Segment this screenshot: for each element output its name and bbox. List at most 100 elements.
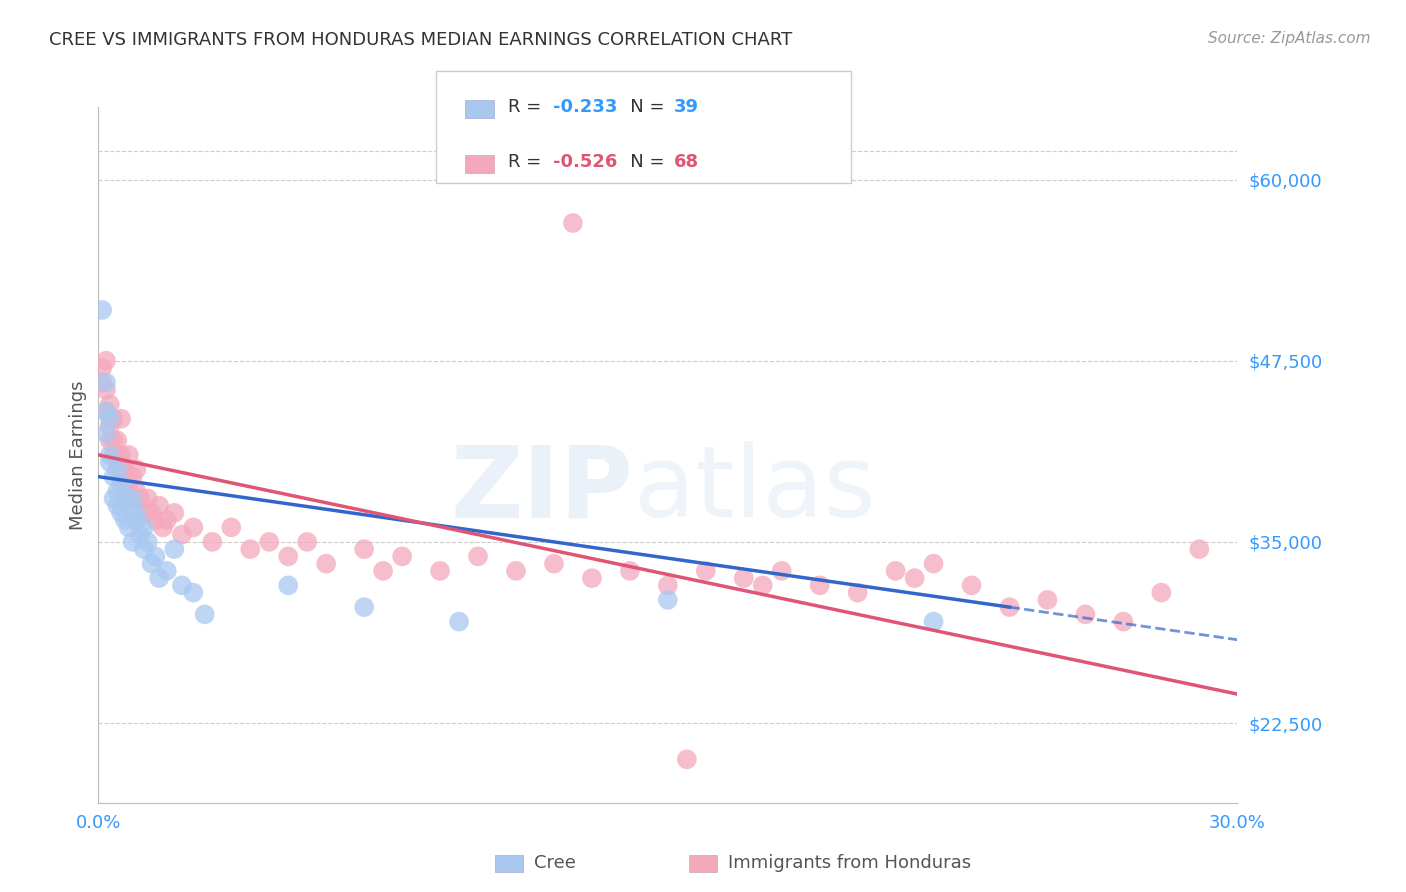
Text: -0.233: -0.233 [553, 98, 617, 116]
Point [129, 527, 152, 541]
Point [125, 506, 148, 520]
Point [1150, 585, 1173, 599]
Point [103, 448, 125, 462]
Point [657, 578, 679, 592]
Text: ZIP: ZIP [451, 442, 634, 538]
Point [148, 571, 170, 585]
Point [353, 600, 375, 615]
Point [132, 506, 155, 520]
Point [315, 557, 337, 571]
Point [98, 455, 121, 469]
Point [960, 578, 983, 592]
Point [125, 462, 148, 476]
Point [543, 557, 565, 571]
Point [562, 216, 585, 230]
Point [94, 376, 117, 390]
Point [110, 506, 132, 520]
Point [884, 564, 907, 578]
Point [107, 455, 129, 469]
Point [676, 752, 699, 766]
Text: CREE VS IMMIGRANTS FROM HONDURAS MEDIAN EARNINGS CORRELATION CHART: CREE VS IMMIGRANTS FROM HONDURAS MEDIAN … [49, 31, 793, 49]
Point [163, 506, 186, 520]
Point [118, 476, 141, 491]
Point [922, 557, 945, 571]
Point [136, 534, 159, 549]
Point [118, 520, 141, 534]
Point [808, 578, 831, 592]
Point [194, 607, 217, 622]
Point [170, 527, 193, 541]
Point [107, 462, 129, 476]
Text: Source: ZipAtlas.com: Source: ZipAtlas.com [1208, 31, 1371, 46]
Point [103, 491, 125, 506]
Point [505, 564, 527, 578]
Point [1074, 607, 1097, 622]
Text: R =: R = [508, 98, 547, 116]
Point [98, 411, 121, 425]
Point [148, 499, 170, 513]
Point [1036, 592, 1059, 607]
Point [91, 376, 114, 390]
Point [125, 513, 148, 527]
Point [121, 534, 143, 549]
Text: Cree: Cree [534, 855, 576, 872]
Point [110, 469, 132, 483]
Point [371, 564, 394, 578]
Point [429, 564, 451, 578]
Point [467, 549, 489, 564]
Point [619, 564, 641, 578]
Point [391, 549, 413, 564]
Point [141, 506, 163, 520]
Point [922, 615, 945, 629]
Point [129, 491, 152, 506]
Point [145, 549, 167, 564]
Point [91, 360, 114, 375]
Point [163, 542, 186, 557]
Text: 39: 39 [673, 98, 699, 116]
Point [121, 491, 143, 506]
Text: R =: R = [508, 153, 547, 171]
Point [733, 571, 755, 585]
Point [221, 520, 243, 534]
Point [98, 418, 121, 433]
Point [201, 534, 224, 549]
Point [121, 491, 143, 506]
Point [103, 434, 125, 448]
Point [94, 383, 117, 397]
Point [695, 564, 717, 578]
Point [259, 534, 281, 549]
Point [141, 557, 163, 571]
Point [170, 578, 193, 592]
Text: Immigrants from Honduras: Immigrants from Honduras [728, 855, 972, 872]
Point [94, 353, 117, 368]
Point [239, 542, 262, 557]
Point [277, 549, 299, 564]
Point [132, 542, 155, 557]
Point [156, 564, 179, 578]
Point [98, 448, 121, 462]
Point [107, 484, 129, 499]
Point [110, 476, 132, 491]
Point [1112, 615, 1135, 629]
Point [94, 404, 117, 418]
Point [98, 397, 121, 411]
Point [904, 571, 927, 585]
Point [277, 578, 299, 592]
Point [118, 448, 141, 462]
Point [183, 520, 205, 534]
Point [752, 578, 775, 592]
Point [132, 520, 155, 534]
Point [998, 600, 1021, 615]
Point [581, 571, 603, 585]
Point [107, 499, 129, 513]
Text: atlas: atlas [634, 442, 876, 538]
Point [114, 513, 136, 527]
Point [297, 534, 319, 549]
Point [121, 469, 143, 483]
Text: N =: N = [613, 153, 671, 171]
Text: N =: N = [613, 98, 671, 116]
Point [114, 484, 136, 499]
Text: -0.526: -0.526 [553, 153, 617, 171]
Point [94, 404, 117, 418]
Point [1188, 542, 1211, 557]
